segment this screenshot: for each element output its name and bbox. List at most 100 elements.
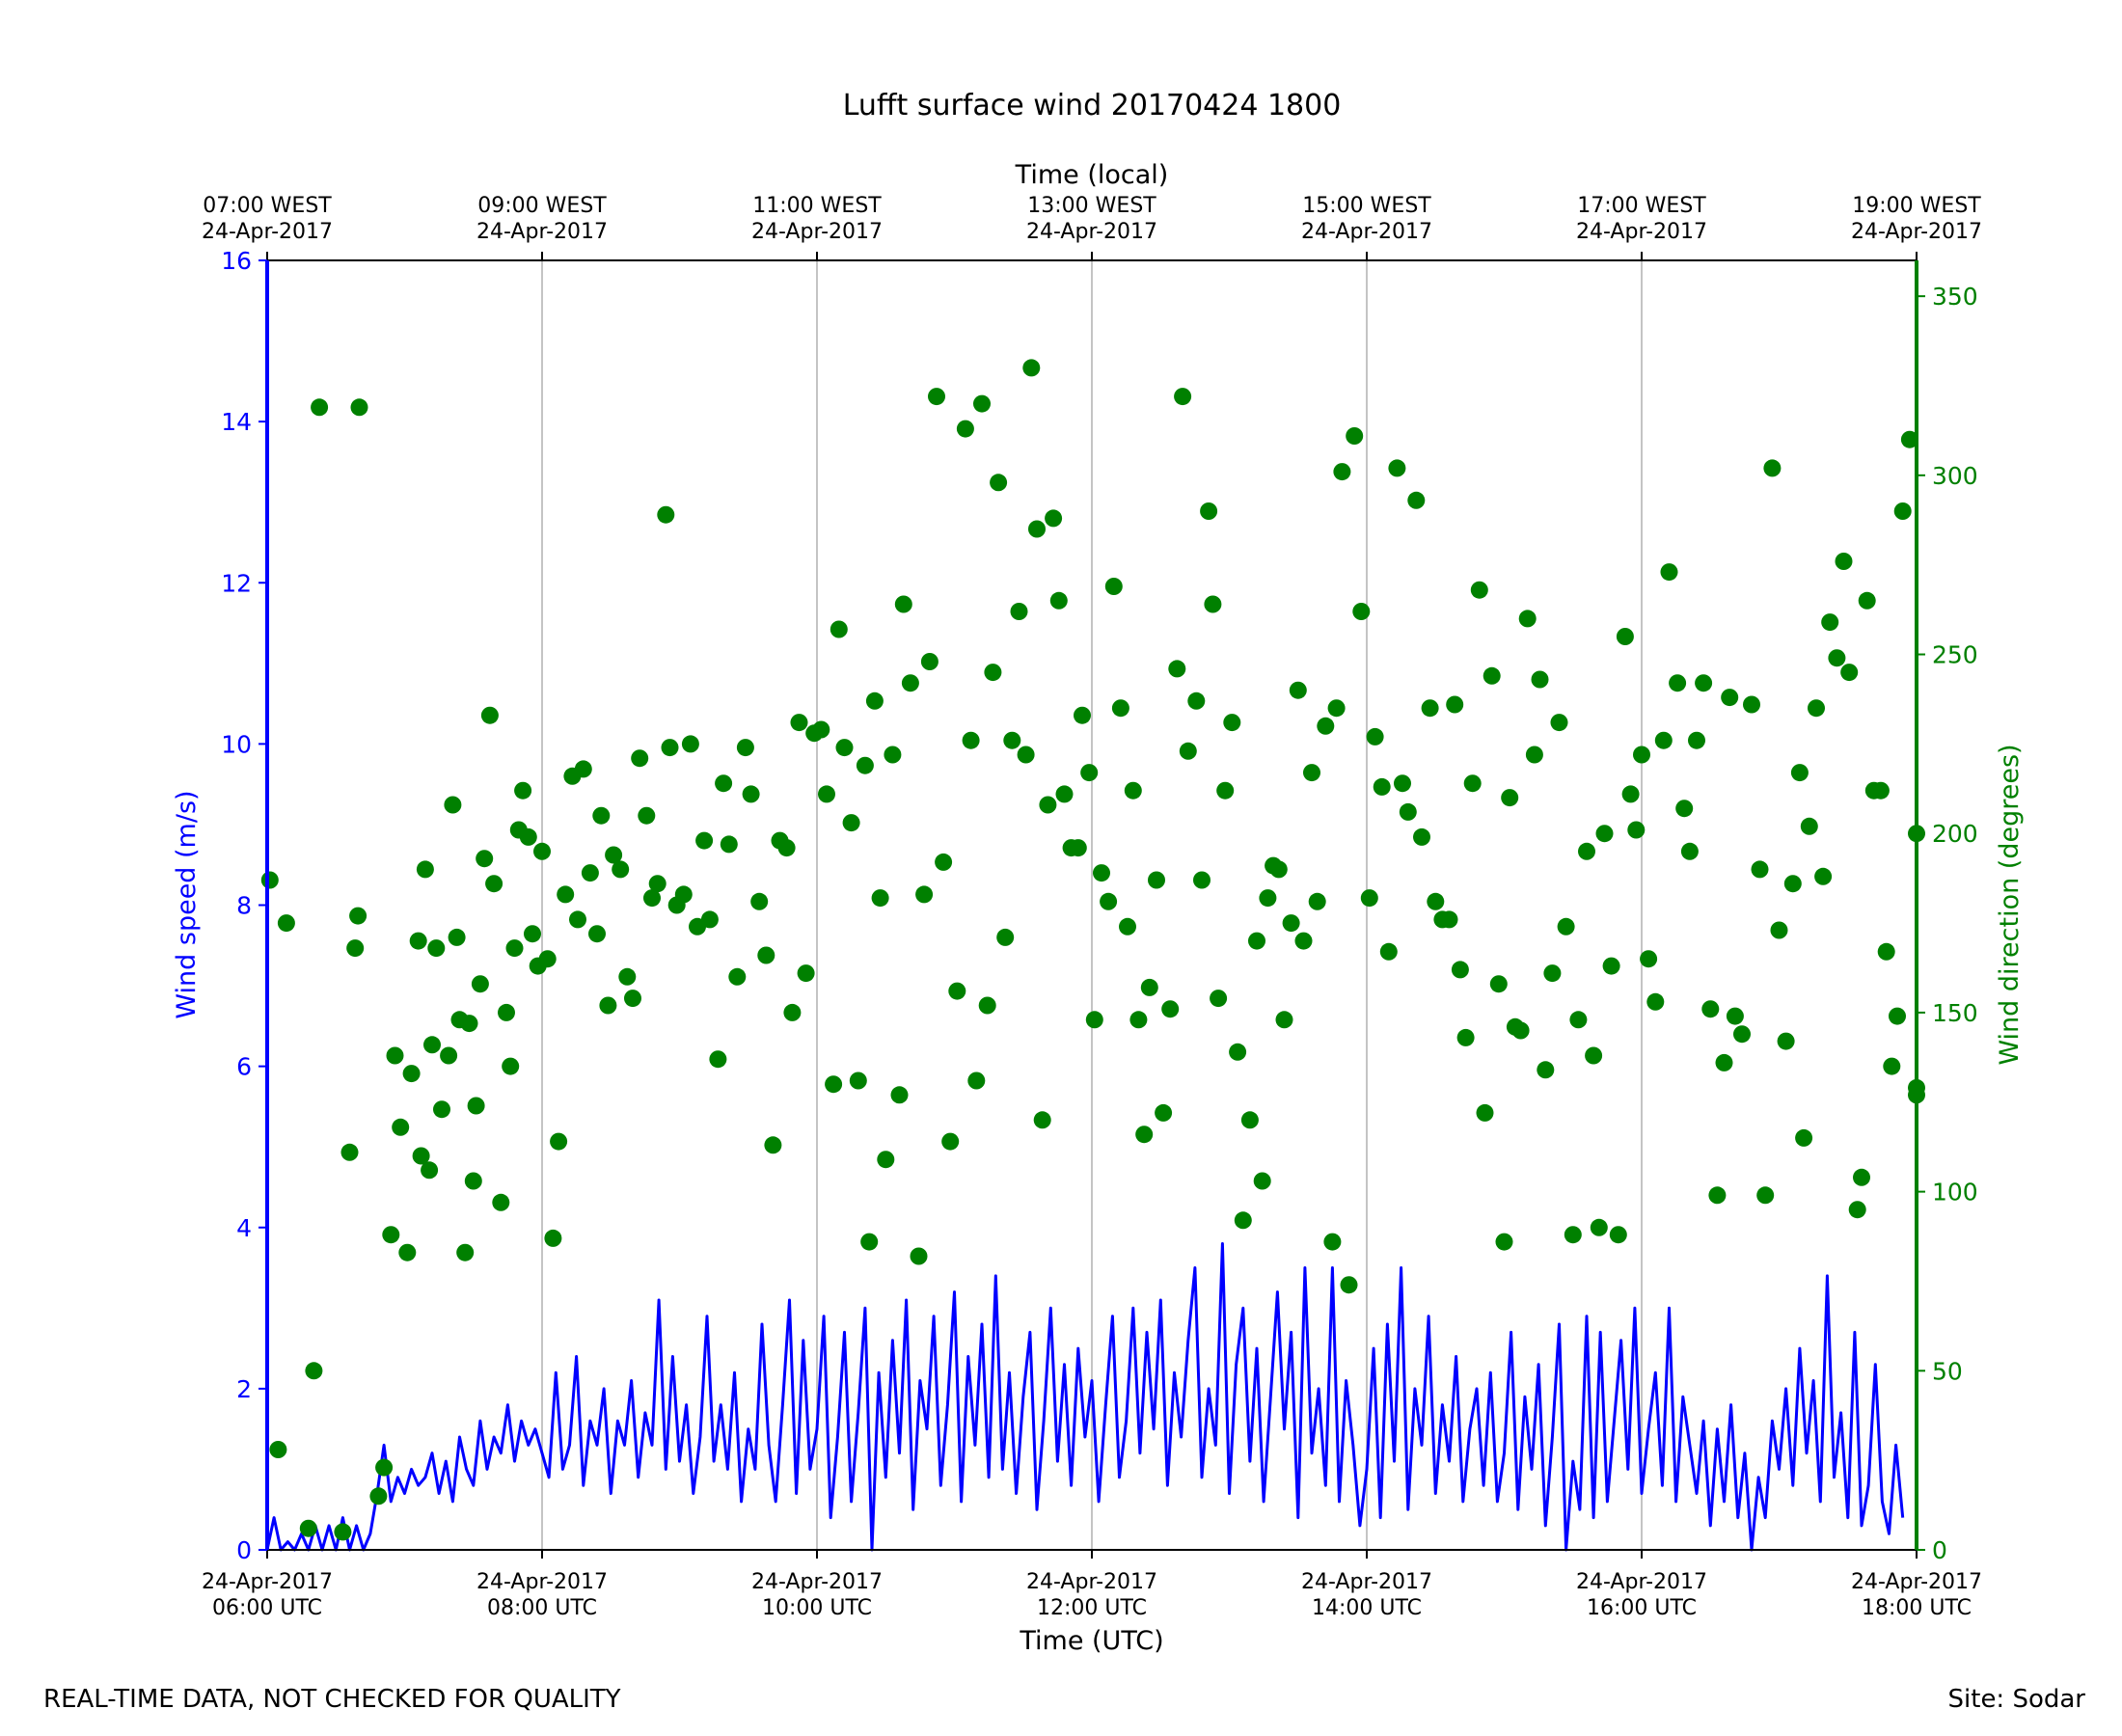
wind-direction-point [638, 806, 656, 825]
wind-direction-point [1695, 674, 1713, 692]
wind-direction-point [1346, 427, 1364, 445]
wind-direction-point [681, 735, 699, 753]
wind-direction-point [915, 885, 934, 904]
wind-direction-point [657, 505, 675, 524]
wind-direction-point [1688, 731, 1705, 749]
wind-direction-point [1783, 875, 1802, 893]
wind-direction-point [1751, 860, 1769, 879]
wind-direction-point [299, 1519, 317, 1537]
wind-direction-point [890, 1086, 909, 1104]
wind-direction-point [349, 907, 367, 925]
wind-direction-point [476, 850, 494, 868]
wind-direction-point [467, 1097, 485, 1115]
wind-direction-point [1669, 674, 1687, 692]
wind-direction-point [544, 1229, 562, 1247]
wind-direction-point [764, 1136, 782, 1154]
wind-direction-point [588, 925, 606, 943]
wind-direction-point [1578, 842, 1595, 860]
wind-direction-point [375, 1458, 394, 1477]
wind-direction-point [1543, 964, 1562, 983]
wind-speed-series [265, 1242, 1905, 1552]
wind-direction-point [350, 398, 368, 417]
wind-direction-point [1633, 746, 1650, 764]
wind-direction-point [1511, 1021, 1530, 1040]
wind-direction-point [856, 756, 874, 774]
x-tick-label-date: 24-Apr-2017 [476, 1570, 608, 1594]
wind-direction-point [1858, 591, 1876, 610]
wind-direction-point [1595, 825, 1614, 843]
y-tick-label-speed: 0 [236, 1536, 252, 1564]
y-tick-label-speed: 16 [221, 247, 252, 275]
wind-direction-point [973, 394, 991, 413]
wind-direction-point [1877, 942, 1895, 961]
wind-direction-point [382, 1226, 400, 1244]
wind-direction-point [1489, 975, 1508, 993]
wind-direction-point [1253, 1172, 1271, 1190]
wind-direction-point [464, 1172, 482, 1190]
top-tick-label-date: 24-Apr-2017 [202, 220, 333, 244]
wind-direction-point [1248, 932, 1265, 950]
wind-direction-point [485, 875, 503, 893]
wind-direction-point [825, 1075, 843, 1094]
wind-direction-point [901, 674, 919, 692]
x-tick-label-time: 12:00 UTC [1037, 1596, 1147, 1620]
x-tick-label-time: 16:00 UTC [1587, 1596, 1697, 1620]
wind-direction-point [1055, 785, 1074, 803]
wind-direction-point [514, 781, 532, 800]
wind-direction-point [1010, 603, 1028, 620]
x-tick-label-time: 08:00 UTC [487, 1596, 597, 1620]
y-tick-label-speed: 14 [221, 408, 252, 436]
x-tick-label-time: 06:00 UTC [212, 1596, 322, 1620]
wind-direction-point [1654, 731, 1673, 749]
wind-direction-point [1168, 660, 1186, 678]
wind-direction-point [860, 1233, 879, 1251]
wind-direction-point [1161, 1000, 1180, 1018]
wind-direction-point [505, 939, 524, 958]
wind-direction-point [1394, 774, 1411, 793]
wind-direction-point [1463, 774, 1482, 793]
top-tick-label-time: 13:00 WEST [1027, 194, 1156, 218]
wind-direction-point [1155, 1103, 1173, 1122]
wind-direction-point [423, 1036, 441, 1054]
wind-direction-point [962, 731, 980, 749]
wind-direction-point [1216, 781, 1235, 800]
wind-direction-point [1174, 388, 1192, 406]
wind-direction-point [433, 1100, 450, 1119]
y-tick-label-direction: 50 [1932, 1357, 1963, 1385]
wind-direction-point [757, 946, 775, 964]
top-tick-label-time: 11:00 WEST [752, 194, 882, 218]
wind-direction-point [416, 860, 434, 879]
wind-direction-point [1223, 714, 1241, 732]
wind-direction-point [797, 964, 815, 983]
wind-direction-point [1821, 613, 1839, 632]
wind-direction-point [1317, 717, 1335, 735]
wind-direction-point [460, 1015, 478, 1033]
wind-direction-point [440, 1046, 458, 1065]
top-tick-label-time: 15:00 WEST [1302, 194, 1431, 218]
wind-speed-line [265, 1242, 1905, 1552]
wind-direction-point [1269, 860, 1288, 879]
wind-direction-point [1701, 1000, 1720, 1018]
wind-direction-point [643, 889, 661, 908]
wind-direction-point [1609, 1226, 1627, 1244]
wind-direction-point [742, 785, 760, 803]
wind-direction-point [1675, 800, 1694, 818]
wind-direction-point [1028, 520, 1046, 538]
wind-direction-point [1708, 1186, 1727, 1205]
wind-direction-point [1388, 459, 1406, 477]
wind-direction-point [1531, 670, 1549, 689]
wind-direction-point [392, 1118, 410, 1136]
top-tick-label-date: 24-Apr-2017 [1851, 220, 1982, 244]
wind-direction-point [736, 739, 754, 757]
wind-direction-point [1360, 889, 1378, 908]
wind-direction-point [277, 914, 295, 933]
top-tick-label-date: 24-Apr-2017 [476, 220, 608, 244]
wind-direction-point [1616, 628, 1634, 645]
right-axis-label: Wind direction (degrees) [1995, 744, 2025, 1065]
y-tick-label-speed: 6 [236, 1053, 252, 1081]
x-tick-label-date: 24-Apr-2017 [1851, 1570, 1982, 1594]
wind-direction-point [346, 939, 365, 958]
wind-direction-point [605, 846, 623, 864]
wind-direction-point [1104, 578, 1123, 595]
x-tick-label-time: 18:00 UTC [1862, 1596, 1972, 1620]
